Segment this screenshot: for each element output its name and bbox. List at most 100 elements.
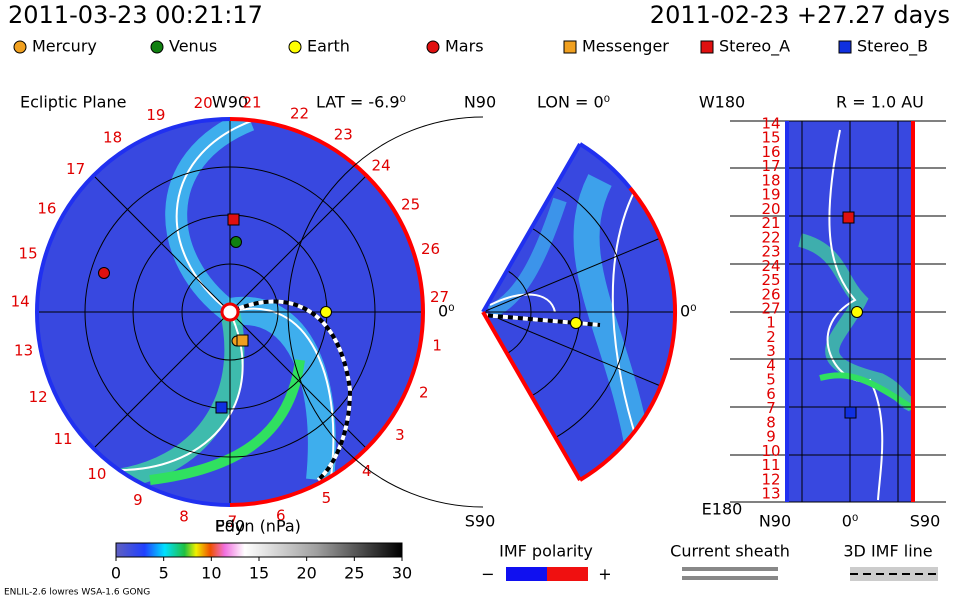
longitude-label: 24 — [372, 157, 391, 175]
row-label: 8 — [766, 413, 776, 431]
e180-label: E180 — [702, 500, 743, 519]
imf-positive — [547, 567, 588, 581]
legend-label: Stereo_A — [719, 37, 790, 57]
longitude-label: 22 — [290, 104, 309, 122]
longitude-label: 27 — [430, 288, 449, 306]
row-label: 15 — [761, 129, 780, 147]
colorbar-ticks: 0 5 10 15 20 25 30 — [111, 557, 412, 583]
legend-marker — [288, 40, 302, 54]
e90-label: E90 — [215, 517, 245, 536]
longitude-label: 10 — [87, 465, 106, 483]
row-label: 21 — [761, 214, 780, 232]
longitude-label: 3 — [395, 426, 405, 444]
row-label: 14 — [761, 115, 780, 133]
legend-label: Mercury — [32, 37, 97, 56]
longitude-label: 5 — [322, 489, 332, 507]
legend-label: Stereo_B — [857, 37, 928, 57]
row-label: 3 — [766, 342, 776, 360]
legend-marker — [563, 40, 577, 54]
row-label: 13 — [761, 485, 780, 503]
timestamp: 2011-03-23 00:21:17 — [8, 1, 263, 29]
row-label: 11 — [761, 456, 780, 474]
ecliptic-field — [37, 119, 423, 505]
longitude-label: 23 — [334, 126, 353, 144]
colorbar-tick-label: 15 — [249, 564, 269, 583]
legend-label: Mars — [445, 37, 484, 56]
longitude-label: 7 — [228, 513, 238, 531]
longitude-label: 15 — [19, 245, 38, 263]
colorbar-tick-label: 30 — [392, 564, 412, 583]
longitude-label: 13 — [14, 341, 33, 359]
row-label: 24 — [761, 257, 780, 275]
legend-marker — [426, 40, 440, 54]
legend-label: Messenger — [582, 37, 669, 56]
row-label: 18 — [761, 171, 780, 189]
row-label: 20 — [761, 200, 780, 218]
reference-time: 2011-02-23 +27.27 days — [650, 1, 950, 29]
row-label: 16 — [761, 143, 780, 161]
longitude-label: 20 — [194, 94, 213, 112]
colorbar-title: Pdyn (nPa) — [215, 517, 301, 536]
legend: Mercury Venus Earth Mars Messenger Stereo_A St… — [13, 37, 928, 57]
row-label: 2 — [766, 328, 776, 346]
n90-label: N90 — [464, 93, 496, 112]
ecliptic-panel — [35, 117, 425, 507]
longitude-label: 18 — [103, 128, 122, 146]
row-label: 22 — [761, 228, 780, 246]
legend-label: Venus — [169, 37, 217, 56]
ecliptic-0-label: 0⁰ — [438, 302, 455, 321]
longitude-label: 2 — [419, 383, 429, 401]
radial-0-label: 0⁰ — [842, 512, 859, 531]
w180-label: W180 — [699, 93, 745, 112]
colorbar — [115, 542, 403, 558]
lon-label: LON = 0⁰ — [537, 93, 610, 112]
longitude-label: 8 — [179, 507, 189, 525]
longitude-label: 25 — [401, 195, 420, 213]
legend-marker — [838, 40, 852, 54]
lat-label: LAT = -6.9⁰ — [316, 93, 406, 112]
row-label: 9 — [766, 428, 776, 446]
colorbar-tick-label: 25 — [344, 564, 364, 583]
longitude-label: 9 — [133, 491, 143, 509]
imf-line-title: 3D IMF line — [843, 542, 932, 561]
longitude-label: 26 — [421, 240, 440, 258]
footer: ENLIL-2.6 lowres WSA-1.6 GONG — [4, 588, 150, 598]
radial-panel — [730, 120, 946, 503]
meridional-panel — [287, 116, 677, 508]
row-label: 7 — [766, 399, 776, 417]
longitude-label: 4 — [362, 462, 372, 480]
longitude-label: 21 — [242, 94, 261, 112]
colorbar-tick-label: 20 — [296, 564, 316, 583]
n90-label: N90 — [759, 512, 791, 531]
longitude-label: 12 — [29, 388, 48, 406]
colorbar-tick-label: 5 — [159, 564, 169, 583]
row-label: 1 — [766, 314, 776, 332]
row-label: 26 — [761, 285, 780, 303]
row-label: 10 — [761, 442, 780, 460]
imf-title: IMF polarity — [499, 542, 593, 561]
colorbar-tick-label: 10 — [201, 564, 221, 583]
longitude-label: 6 — [276, 506, 286, 524]
legend-marker — [150, 40, 164, 54]
row-labels: 1415161718192021222324252627123456789101… — [761, 115, 780, 503]
row-label: 25 — [761, 271, 780, 289]
longitude-label: 11 — [53, 430, 72, 448]
longitude-label: 14 — [11, 293, 30, 311]
row-label: 4 — [766, 356, 776, 374]
imf-plus: + — [598, 565, 611, 584]
s90-label: S90 — [910, 512, 941, 531]
sheath-title: Current sheath — [670, 542, 790, 561]
imf-minus: − — [481, 565, 494, 584]
longitude-label: 1 — [432, 337, 442, 355]
w90-label: W90 — [212, 93, 248, 112]
row-label: 23 — [761, 243, 780, 261]
sheath-swatch — [682, 576, 778, 580]
row-label: 12 — [761, 470, 780, 488]
row-label: 17 — [761, 157, 780, 175]
longitude-label: 16 — [37, 200, 56, 218]
row-label: 27 — [761, 300, 780, 318]
panel-title: Ecliptic Plane — [20, 93, 126, 112]
legend-label: Earth — [307, 37, 350, 56]
s90-label: S90 — [465, 512, 496, 531]
